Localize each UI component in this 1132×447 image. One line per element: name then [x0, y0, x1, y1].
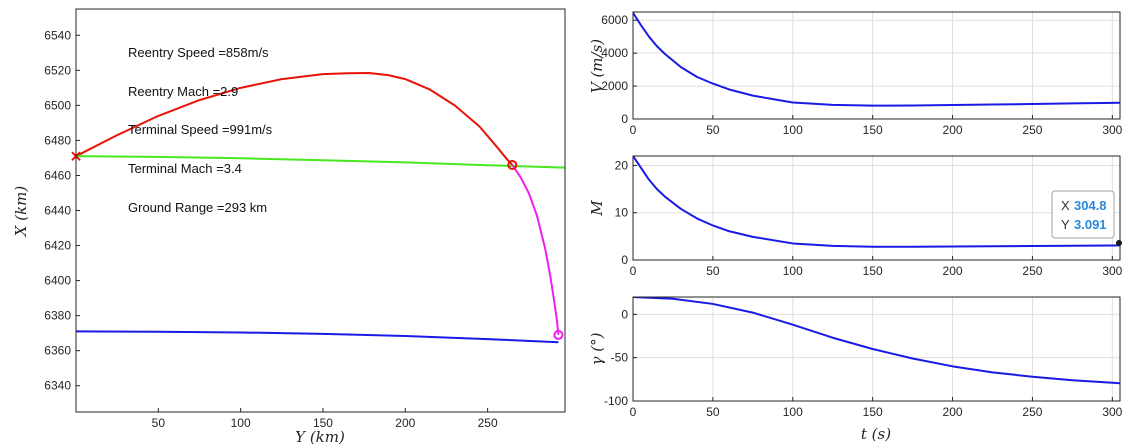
trajectory-reference-line — [76, 155, 565, 169]
terminal-speed-annotation: Terminal Speed =991m/s — [128, 122, 273, 137]
flight-path-angle-lines — [633, 297, 1120, 385]
trajectory-surface-line — [76, 330, 559, 344]
y-tick-label: 6420 — [44, 239, 71, 253]
y-tick-label: -50 — [611, 351, 629, 365]
reentry-marker — [507, 159, 518, 170]
velocity-frame — [632, 11, 1121, 120]
x-tick-label: 50 — [706, 264, 720, 278]
terminal-mach-annotation: Terminal Mach =3.4 — [128, 161, 242, 176]
trajectory-descent-line — [511, 164, 560, 336]
x-tick-label: 150 — [863, 405, 883, 419]
trajectory-frame — [75, 8, 566, 413]
flight-path-angle-panel: 0 50 100 150 200 250 300 -100 -50 0 — [604, 296, 1123, 419]
mach-M-line — [633, 156, 1120, 248]
y-tick-label: 6440 — [44, 204, 71, 218]
y-tick-label: 0 — [621, 307, 628, 321]
x-tick-label: 0 — [630, 123, 637, 137]
x-tick-label: 0 — [630, 405, 637, 419]
datatip[interactable]: X 304.8 Y 3.091 — [1051, 190, 1122, 246]
x-tick-label: 250 — [1022, 264, 1042, 278]
y-tick-label: 20 — [615, 158, 629, 172]
x-tick-label: 0 — [630, 264, 637, 278]
x-tick-label: 50 — [706, 123, 720, 137]
y-tick-label: 6340 — [44, 379, 71, 393]
datatip-box — [1051, 190, 1115, 239]
velocity-panel: 0 50 100 150 200 250 300 0 2000 4000 6000 — [601, 11, 1123, 137]
x-tick-label: 50 — [152, 416, 166, 430]
x-tick-label: 100 — [231, 416, 251, 430]
velocity-y-axis-label: V (m/s) — [588, 39, 606, 93]
y-tick-label: 6540 — [44, 28, 71, 42]
x-tick-label: 100 — [783, 264, 803, 278]
x-tick-label: 200 — [943, 405, 963, 419]
x-tick-label: 250 — [1022, 123, 1042, 137]
reentry-speed-annotation: Reentry Speed =858m/s — [128, 45, 269, 60]
x-tick-label: 50 — [706, 405, 720, 419]
x-tick-label: 150 — [313, 416, 333, 430]
y-tick-label: 6500 — [44, 98, 71, 112]
mach-frame — [632, 155, 1121, 261]
y-tick-label: -100 — [604, 394, 628, 408]
x-tick-label: 100 — [783, 123, 803, 137]
mach-ticks: 0 50 100 150 200 250 300 0 10 20 — [615, 158, 1123, 278]
y-tick-label: 0 — [621, 112, 628, 126]
x-tick-label: 200 — [943, 264, 963, 278]
x-tick-label: 200 — [943, 123, 963, 137]
flight-path-angle-ticks: 0 50 100 150 200 250 300 -100 -50 0 — [604, 307, 1123, 419]
y-tick-label: 6460 — [44, 168, 71, 182]
x-tick-label: 250 — [478, 416, 498, 430]
datatip-y-label: Y — [1061, 217, 1070, 232]
x-tick-label: 300 — [1102, 123, 1122, 137]
y-tick-label: 6400 — [44, 274, 71, 288]
time-x-axis-label: t (s) — [861, 425, 891, 443]
flight-path-angle-y-axis-label: γ (°) — [588, 332, 606, 365]
mach-panel: 0 50 100 150 200 250 300 0 10 20 — [615, 155, 1123, 278]
flight-path-angle-frame — [632, 296, 1121, 402]
terminal-marker — [553, 329, 564, 340]
velocity-V-line — [633, 12, 1120, 107]
ground-range-annotation: Ground Range =293 km — [128, 200, 267, 215]
trajectory-lines — [76, 71, 565, 344]
flight-path-angle-gamma-line — [633, 297, 1120, 385]
reentry-mach-annotation: Reentry Mach =2.9 — [128, 84, 238, 99]
annotations: Reentry Speed =858m/s Reentry Mach =2.9 … — [128, 45, 273, 215]
trajectory-ascent-line — [76, 71, 514, 166]
y-tick-label: 2000 — [601, 79, 628, 93]
mach-lines — [633, 156, 1120, 248]
velocity-ticks: 0 50 100 150 200 250 300 0 2000 4000 6000 — [601, 13, 1122, 137]
trajectory-panel: 50 100 150 200 250 6340 6360 6380 6400 6420 6440 64… — [44, 8, 566, 430]
x-tick-label: 150 — [863, 123, 883, 137]
x-tick-label: 300 — [1102, 264, 1122, 278]
velocity-lines — [633, 12, 1120, 107]
trajectory-ticks: 50 100 150 200 250 6340 6360 6380 6400 6420 6440 64… — [44, 28, 498, 430]
y-tick-label: 6000 — [601, 13, 628, 27]
mach-grid — [632, 156, 1120, 261]
y-tick-label: 6520 — [44, 63, 71, 77]
trajectory-y-axis-label: X (km) — [12, 186, 30, 238]
x-tick-label: 200 — [395, 416, 415, 430]
datatip-x-value: 304.8 — [1074, 198, 1107, 213]
x-tick-label: 250 — [1022, 405, 1042, 419]
y-tick-label: 10 — [615, 206, 629, 220]
trajectory-x-axis-label: Y (km) — [295, 428, 345, 446]
y-tick-label: 6480 — [44, 133, 71, 147]
x-tick-label: 100 — [783, 405, 803, 419]
x-tick-label: 150 — [863, 264, 883, 278]
x-tick-label: 300 — [1102, 405, 1122, 419]
y-tick-label: 4000 — [601, 46, 628, 60]
datatip-point[interactable] — [1116, 240, 1122, 246]
datatip-x-label: X — [1061, 198, 1070, 213]
y-tick-label: 6360 — [44, 344, 71, 358]
mach-y-axis-label: M — [588, 200, 606, 217]
datatip-y-value: 3.091 — [1074, 217, 1107, 232]
y-tick-label: 6380 — [44, 309, 71, 323]
y-tick-label: 0 — [621, 253, 628, 267]
